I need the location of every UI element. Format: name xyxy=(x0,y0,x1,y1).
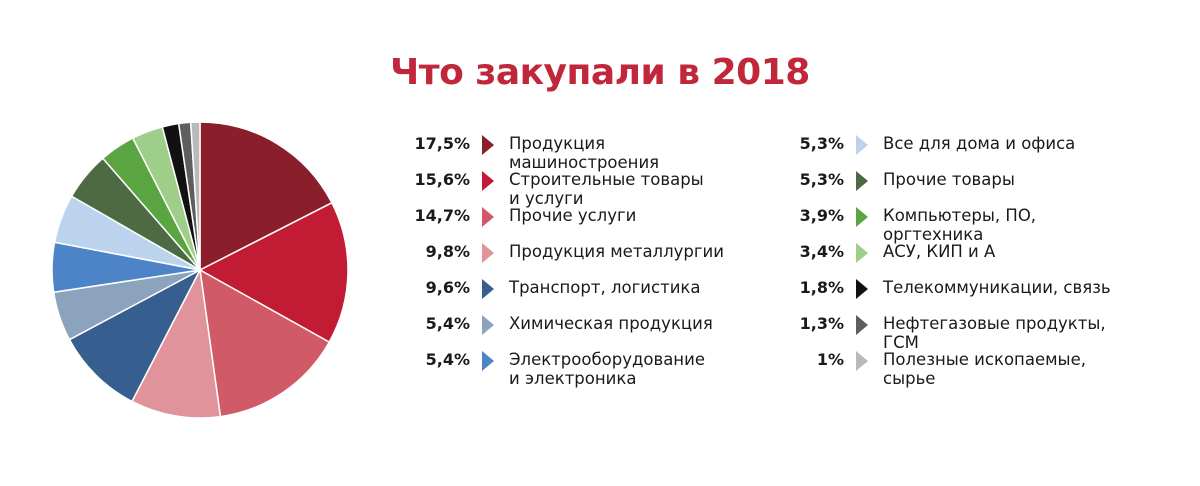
legend-percent: 5,4% xyxy=(425,314,470,333)
legend-label: Транспорт, логистика xyxy=(509,278,759,297)
legend-percent: 1,3% xyxy=(799,314,844,333)
pie-slice-0 xyxy=(199,121,333,272)
legend-label-line: оргтехника xyxy=(883,225,984,244)
legend-percent: 1,8% xyxy=(799,278,844,297)
legend-label-line: Продукция xyxy=(509,134,605,153)
legend-percent: 5,4% xyxy=(425,350,470,369)
legend-percent: 14,7% xyxy=(414,206,470,225)
legend-marker-icon xyxy=(856,171,868,191)
legend-label-line: Прочие услуги xyxy=(509,206,637,225)
legend-label: Электрооборудование и электроника xyxy=(509,350,759,388)
legend-label-line: машиностроения xyxy=(509,153,660,172)
legend-label: Химическая продукция xyxy=(509,314,759,333)
legend-label-line: Продукция металлургии xyxy=(509,242,725,261)
pie-slice-13 xyxy=(189,121,201,271)
legend-percent: 9,6% xyxy=(425,278,470,297)
legend-label-line: Нефтегазовые продукты, ГСМ xyxy=(883,314,1106,352)
legend-marker-icon xyxy=(482,315,494,335)
pie-slice-1 xyxy=(198,201,349,344)
legend-marker-icon xyxy=(482,279,494,299)
legend-label: Телекоммуникации, связь xyxy=(883,278,1133,297)
legend-percent: 5,3% xyxy=(799,134,844,153)
legend-marker-icon xyxy=(482,243,494,263)
legend-percent: 3,9% xyxy=(799,206,844,225)
legend-label: Нефтегазовые продукты, ГСМ xyxy=(883,314,1133,352)
legend-label: Строительные товары и услуги xyxy=(509,170,759,208)
legend-marker-icon xyxy=(856,243,868,263)
legend-label-line: и услуги xyxy=(509,189,584,208)
legend-marker-icon xyxy=(482,135,494,155)
legend-percent: 17,5% xyxy=(414,134,470,153)
legend-percent: 3,4% xyxy=(799,242,844,261)
legend-label-line: Полезные ископаемые, xyxy=(883,350,1086,369)
legend-label-line: Строительные товары xyxy=(509,170,704,189)
legend-label: Полезные ископаемые, сырье xyxy=(883,350,1133,388)
legend-marker-icon xyxy=(482,171,494,191)
legend-marker-icon xyxy=(856,279,868,299)
legend-marker-icon xyxy=(856,207,868,227)
legend-label-line: Телекоммуникации, связь xyxy=(883,278,1111,297)
legend-label-line: и электроника xyxy=(509,369,637,388)
chart-title: Что закупали в 2018 xyxy=(390,52,810,93)
pie-slice-2 xyxy=(199,268,331,418)
legend-marker-icon xyxy=(482,207,494,227)
legend-marker-icon xyxy=(856,135,868,155)
legend-percent: 9,8% xyxy=(425,242,470,261)
pie-slice-3 xyxy=(130,267,222,419)
legend-marker-icon xyxy=(856,351,868,371)
legend-label: Продукция металлургии xyxy=(509,242,759,261)
legend-label: Продукция машиностроения xyxy=(509,134,759,172)
legend-label-line: Транспорт, логистика xyxy=(509,278,701,297)
legend-label-line: Прочие товары xyxy=(883,170,1015,189)
legend-label: Прочие товары xyxy=(883,170,1133,189)
legend-label-line: Химическая продукция xyxy=(509,314,713,333)
legend-percent: 15,6% xyxy=(414,170,470,189)
legend-label: Прочие услуги xyxy=(509,206,759,225)
legend-label-line: Все для дома и офиса xyxy=(883,134,1076,153)
legend-label-line: Компьютеры, ПО, xyxy=(883,206,1037,225)
legend-label-line: Электрооборудование xyxy=(509,350,705,369)
legend-label: Все для дома и офиса xyxy=(883,134,1133,153)
legend-label-line: сырье xyxy=(883,369,936,388)
legend-percent: 1% xyxy=(816,350,844,369)
legend-marker-icon xyxy=(856,315,868,335)
legend-label-line: АСУ, КИП и А xyxy=(883,242,996,261)
pie-chart xyxy=(51,121,349,419)
legend-label: Компьютеры, ПО, оргтехника xyxy=(883,206,1133,244)
pie-slice-4 xyxy=(68,268,202,403)
legend-percent: 5,3% xyxy=(799,170,844,189)
legend-label: АСУ, КИП и А xyxy=(883,242,1133,261)
legend-marker-icon xyxy=(482,351,494,371)
